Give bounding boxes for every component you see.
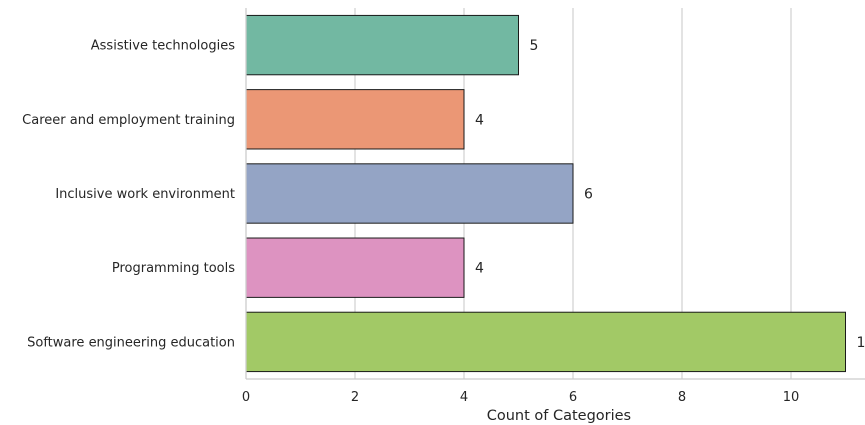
x-tick-label: 0 <box>242 390 250 405</box>
y-tick-label: Programming tools <box>112 261 235 276</box>
x-tick-label: 2 <box>351 390 359 405</box>
x-tick-label: 10 <box>783 390 800 405</box>
bar <box>245 14 519 76</box>
bar-value-label: 1 <box>857 335 865 351</box>
y-tick-label: Inclusive work environment <box>55 187 235 202</box>
y-tick-label: Software engineering education <box>27 335 235 350</box>
bar-value-label: 6 <box>584 187 593 203</box>
y-tick-label: Career and employment training <box>22 113 235 128</box>
x-tick-label: 4 <box>460 390 468 405</box>
bar-value-label: 4 <box>475 112 484 128</box>
axes <box>245 8 865 380</box>
bar <box>245 311 846 373</box>
bar-value-label: 4 <box>475 261 484 277</box>
bar <box>245 89 465 150</box>
y-tick-label: Assistive technologies <box>91 39 235 54</box>
bars <box>245 14 846 373</box>
bar-value-label: 5 <box>530 38 539 54</box>
bar <box>245 163 574 224</box>
x-tick-label: 8 <box>678 390 686 405</box>
labels: 0 2 4 6 8 10 Assistive technologies 5 Career and… <box>22 38 865 405</box>
bar <box>245 237 465 298</box>
x-axis-title: Count of Categories <box>487 408 631 424</box>
x-tick-label: 6 <box>569 390 577 405</box>
